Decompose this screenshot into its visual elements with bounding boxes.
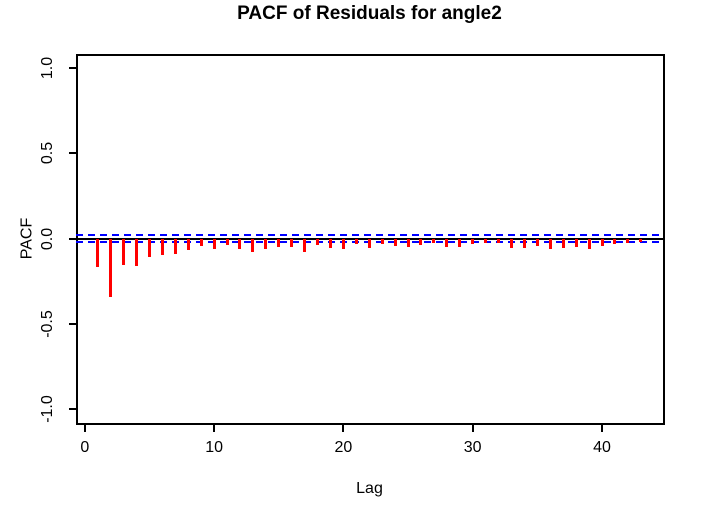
x-axis-tick (83, 425, 86, 432)
x-axis-tick (342, 425, 345, 432)
x-tick-label: 10 (205, 439, 223, 456)
y-axis-tick (69, 322, 76, 325)
pacf-bar (160, 238, 164, 255)
pacf-bar (303, 238, 307, 253)
pacf-bar (522, 238, 526, 248)
y-tick-label: 0.5 (39, 142, 56, 165)
pacf-bar (122, 238, 126, 265)
pacf-bar (587, 238, 591, 249)
pacf-bar (328, 238, 332, 249)
pacf-bar (341, 238, 345, 250)
x-axis-tick (213, 425, 216, 432)
pacf-bar (509, 238, 513, 249)
pacf-bar (290, 238, 294, 247)
chart-title: PACF of Residuals for angle2 (237, 3, 502, 24)
y-axis-tick (69, 152, 76, 155)
pacf-bar (432, 238, 436, 243)
y-axis-tick (69, 408, 76, 410)
pacf-bar (535, 238, 539, 246)
y-axis-label: PACF (18, 217, 36, 260)
pacf-bar (225, 238, 229, 246)
x-tick-label: 40 (593, 439, 611, 456)
y-tick-label: 0.0 (39, 227, 56, 250)
x-tick-label: 20 (334, 439, 353, 456)
pacf-bar (147, 238, 151, 257)
pacf-bar (639, 238, 643, 242)
pacf-bar (458, 238, 462, 247)
pacf-bar (445, 238, 449, 248)
pacf-bar (548, 238, 552, 249)
pacf-bar (251, 238, 255, 252)
y-axis-tick (69, 67, 76, 69)
pacf-bar (600, 238, 604, 246)
pacf-bar (419, 238, 423, 245)
y-axis-tick (69, 237, 76, 240)
y-tick-label: -0.5 (39, 309, 56, 338)
x-tick-label: 30 (463, 439, 482, 456)
x-axis-tick (471, 425, 474, 432)
pacf-bar (135, 238, 139, 267)
y-tick-label: -1.0 (39, 395, 56, 423)
pacf-bar (212, 238, 216, 249)
pacf-bar (613, 238, 617, 244)
pacf-bar (561, 238, 565, 249)
x-axis-label: Lag (356, 480, 383, 497)
pacf-bar (109, 238, 113, 298)
pacf-bar (186, 238, 190, 251)
confidence-bound-line (76, 234, 663, 237)
y-tick-label: 1.0 (39, 56, 56, 80)
pacf-bar (367, 238, 371, 249)
pacf-bar (173, 238, 177, 254)
pacf-bar (264, 238, 268, 250)
pacf-bar (406, 238, 410, 247)
pacf-bar (393, 238, 397, 247)
pacf-bar (380, 238, 384, 245)
pacf-bar (277, 238, 281, 248)
pacf-bar (484, 238, 488, 244)
pacf-bar (574, 238, 578, 248)
pacf-bar (199, 238, 203, 247)
x-tick-label: 0 (80, 439, 90, 456)
pacf-bar (96, 238, 100, 268)
pacf-bar (316, 238, 320, 246)
pacf-bar (497, 238, 501, 243)
x-axis-tick (601, 425, 603, 432)
pacf-bar (238, 238, 242, 250)
pacf-bar (471, 238, 475, 245)
pacf-bar (354, 238, 358, 245)
pacf-bar (626, 238, 630, 243)
